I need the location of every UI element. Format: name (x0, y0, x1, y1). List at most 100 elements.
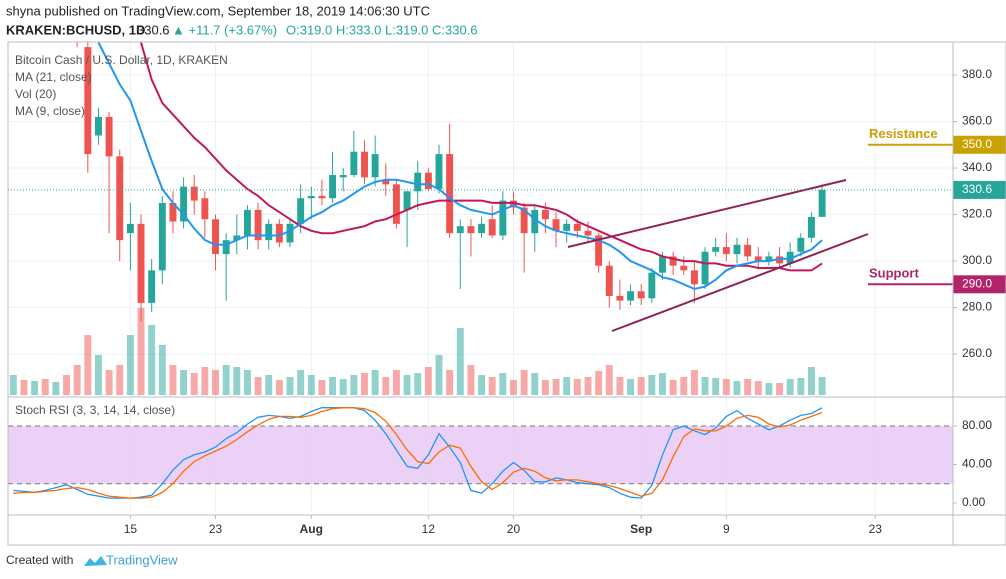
candle-body (94, 116, 102, 136)
candle-body (105, 116, 113, 157)
candle-body (744, 244, 752, 257)
level-name: Resistance (869, 126, 938, 141)
price: 330.6 (137, 22, 170, 37)
candle-body (659, 256, 666, 273)
candle-body (126, 223, 134, 234)
volume-bar (222, 365, 230, 395)
volume-bar (41, 379, 49, 395)
volume-bar (510, 380, 517, 395)
candle-body (637, 291, 645, 299)
y-tick-label: 300.0 (962, 253, 992, 267)
y-tick-label: 320.0 (962, 207, 992, 221)
volume-bar (63, 375, 70, 395)
rsi-line (13, 407, 823, 499)
volume-bar (286, 377, 294, 395)
volume-bar (158, 345, 166, 395)
volume-bar (73, 365, 81, 395)
moving-average (97, 42, 823, 291)
moving-average (140, 42, 823, 272)
candle-body (616, 295, 624, 301)
volume-bar (126, 335, 134, 395)
volume-bar (552, 379, 560, 395)
candle-body (329, 175, 337, 199)
candle-body (361, 151, 368, 178)
rsi-tick-label: 80.00 (962, 418, 992, 432)
volume-bar (243, 370, 251, 395)
candle-body (158, 202, 166, 271)
volume-bar (190, 373, 198, 395)
volume-bar (212, 370, 219, 395)
volume-bar (616, 377, 624, 395)
candle-body (595, 235, 603, 266)
volume-bar (818, 377, 826, 395)
volume-bar (722, 379, 730, 395)
candle-body (690, 270, 698, 285)
volume-bar (541, 380, 549, 395)
volume-bar (765, 383, 773, 395)
candle-body (233, 235, 241, 241)
volume-bar (233, 367, 241, 395)
volume-bar (392, 370, 400, 395)
volume-bar (382, 377, 390, 395)
candle-body (765, 256, 773, 262)
candle-body (382, 179, 390, 185)
candle-body (414, 172, 422, 192)
volume-bar (595, 371, 603, 395)
volume-bar (669, 380, 677, 395)
candle-body (318, 195, 326, 199)
change: ▲ +11.7 (+3.67%) (172, 22, 277, 37)
volume-bar (712, 378, 720, 395)
legend-symbol: Bitcoin Cash / U.S. Dollar, 1D, KRAKEN (15, 53, 228, 67)
volume-bar (329, 377, 337, 395)
volume-bar (456, 328, 464, 395)
x-tick-label: 9 (723, 522, 730, 536)
candle-body (371, 154, 379, 178)
candle-body (456, 226, 464, 234)
legend-ma9: MA (9, close) (15, 104, 85, 118)
level-box (953, 275, 1006, 294)
last-price-box (953, 180, 1006, 199)
volume-bar (573, 379, 581, 395)
volume-bar (403, 375, 411, 395)
volume-bar (148, 325, 156, 395)
y-tick-label: 360.0 (962, 114, 992, 128)
volume-bar (350, 375, 358, 395)
candle-body (467, 226, 475, 234)
level-label: 290.0 (962, 276, 992, 290)
symbol: KRAKEN:BCHUSD, 1D (6, 22, 145, 37)
volume-bar (31, 381, 39, 395)
candle-body (190, 186, 198, 201)
legend-rsi: Stoch RSI (3, 3, 14, 14, close) (15, 403, 175, 417)
volume-bar (201, 367, 209, 395)
candle-body (584, 230, 592, 236)
x-tick-label: 15 (124, 522, 138, 536)
volume-bar (499, 373, 507, 395)
volume-bar (20, 380, 28, 395)
candle-body (286, 223, 294, 243)
volume-bar (180, 370, 188, 395)
candle-body (722, 247, 730, 255)
candle-body (424, 172, 432, 189)
volume-bar (318, 380, 326, 395)
volume-bar (637, 377, 645, 395)
candle-body (797, 237, 805, 252)
axes: 260.0 280.0 300.0 320.0 340.0 360.0 380.0 15 23 A… (8, 67, 1006, 536)
volume-bar (84, 335, 92, 395)
volume-bar (563, 377, 571, 395)
candle-body (180, 186, 188, 222)
candle-body (446, 154, 454, 234)
candle-body (531, 209, 539, 234)
candle-body (669, 256, 677, 266)
volume-bar (105, 370, 113, 395)
candle-body (552, 219, 560, 231)
ohlc: O:319.0 H:333.0 L:319.0 C:330.6 (286, 22, 478, 37)
candle-body (222, 240, 230, 255)
candle-body (510, 200, 517, 208)
volume-bar (690, 370, 698, 395)
candle-body (776, 256, 783, 264)
rsi-band (8, 425, 953, 484)
volume-bar (435, 355, 443, 395)
candle-body (808, 216, 815, 238)
level-label: 350.0 (962, 137, 992, 151)
